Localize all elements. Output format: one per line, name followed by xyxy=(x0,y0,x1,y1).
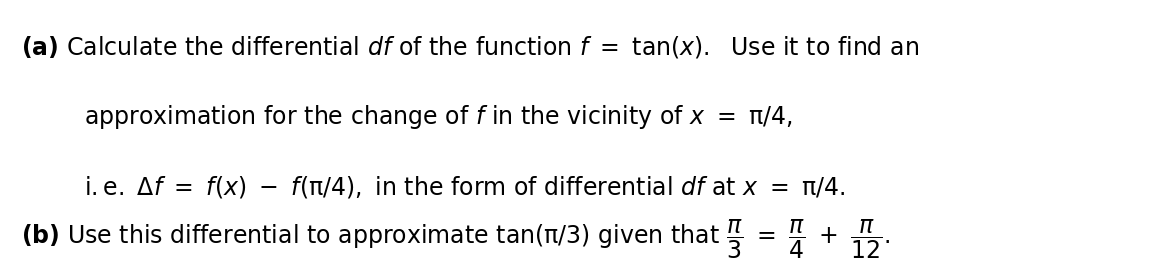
Text: $\mathrm{approximation\ for\ the\ change\ of\ }\mathit{f}\mathrm{\ in\ the\ vici: $\mathrm{approximation\ for\ the\ change… xyxy=(84,103,793,131)
Text: $\mathbf{(b)}\ \mathrm{Use\ this\ differential\ to\ approximate\ tan(\pi/3)\ giv: $\mathbf{(b)}\ \mathrm{Use\ this\ differ… xyxy=(21,218,890,260)
Text: $\mathbf{(a)}\mathrm{\ Calculate\ the\ differential\ }\mathit{df}\mathrm{\ of\ t: $\mathbf{(a)}\mathrm{\ Calculate\ the\ d… xyxy=(21,34,920,60)
Text: $\mathrm{i.e.\ \Delta}\mathit{f}\mathrm{\ =\ }\mathit{f}\mathrm{(}\mathit{x}\mat: $\mathrm{i.e.\ \Delta}\mathit{f}\mathrm{… xyxy=(84,174,846,200)
